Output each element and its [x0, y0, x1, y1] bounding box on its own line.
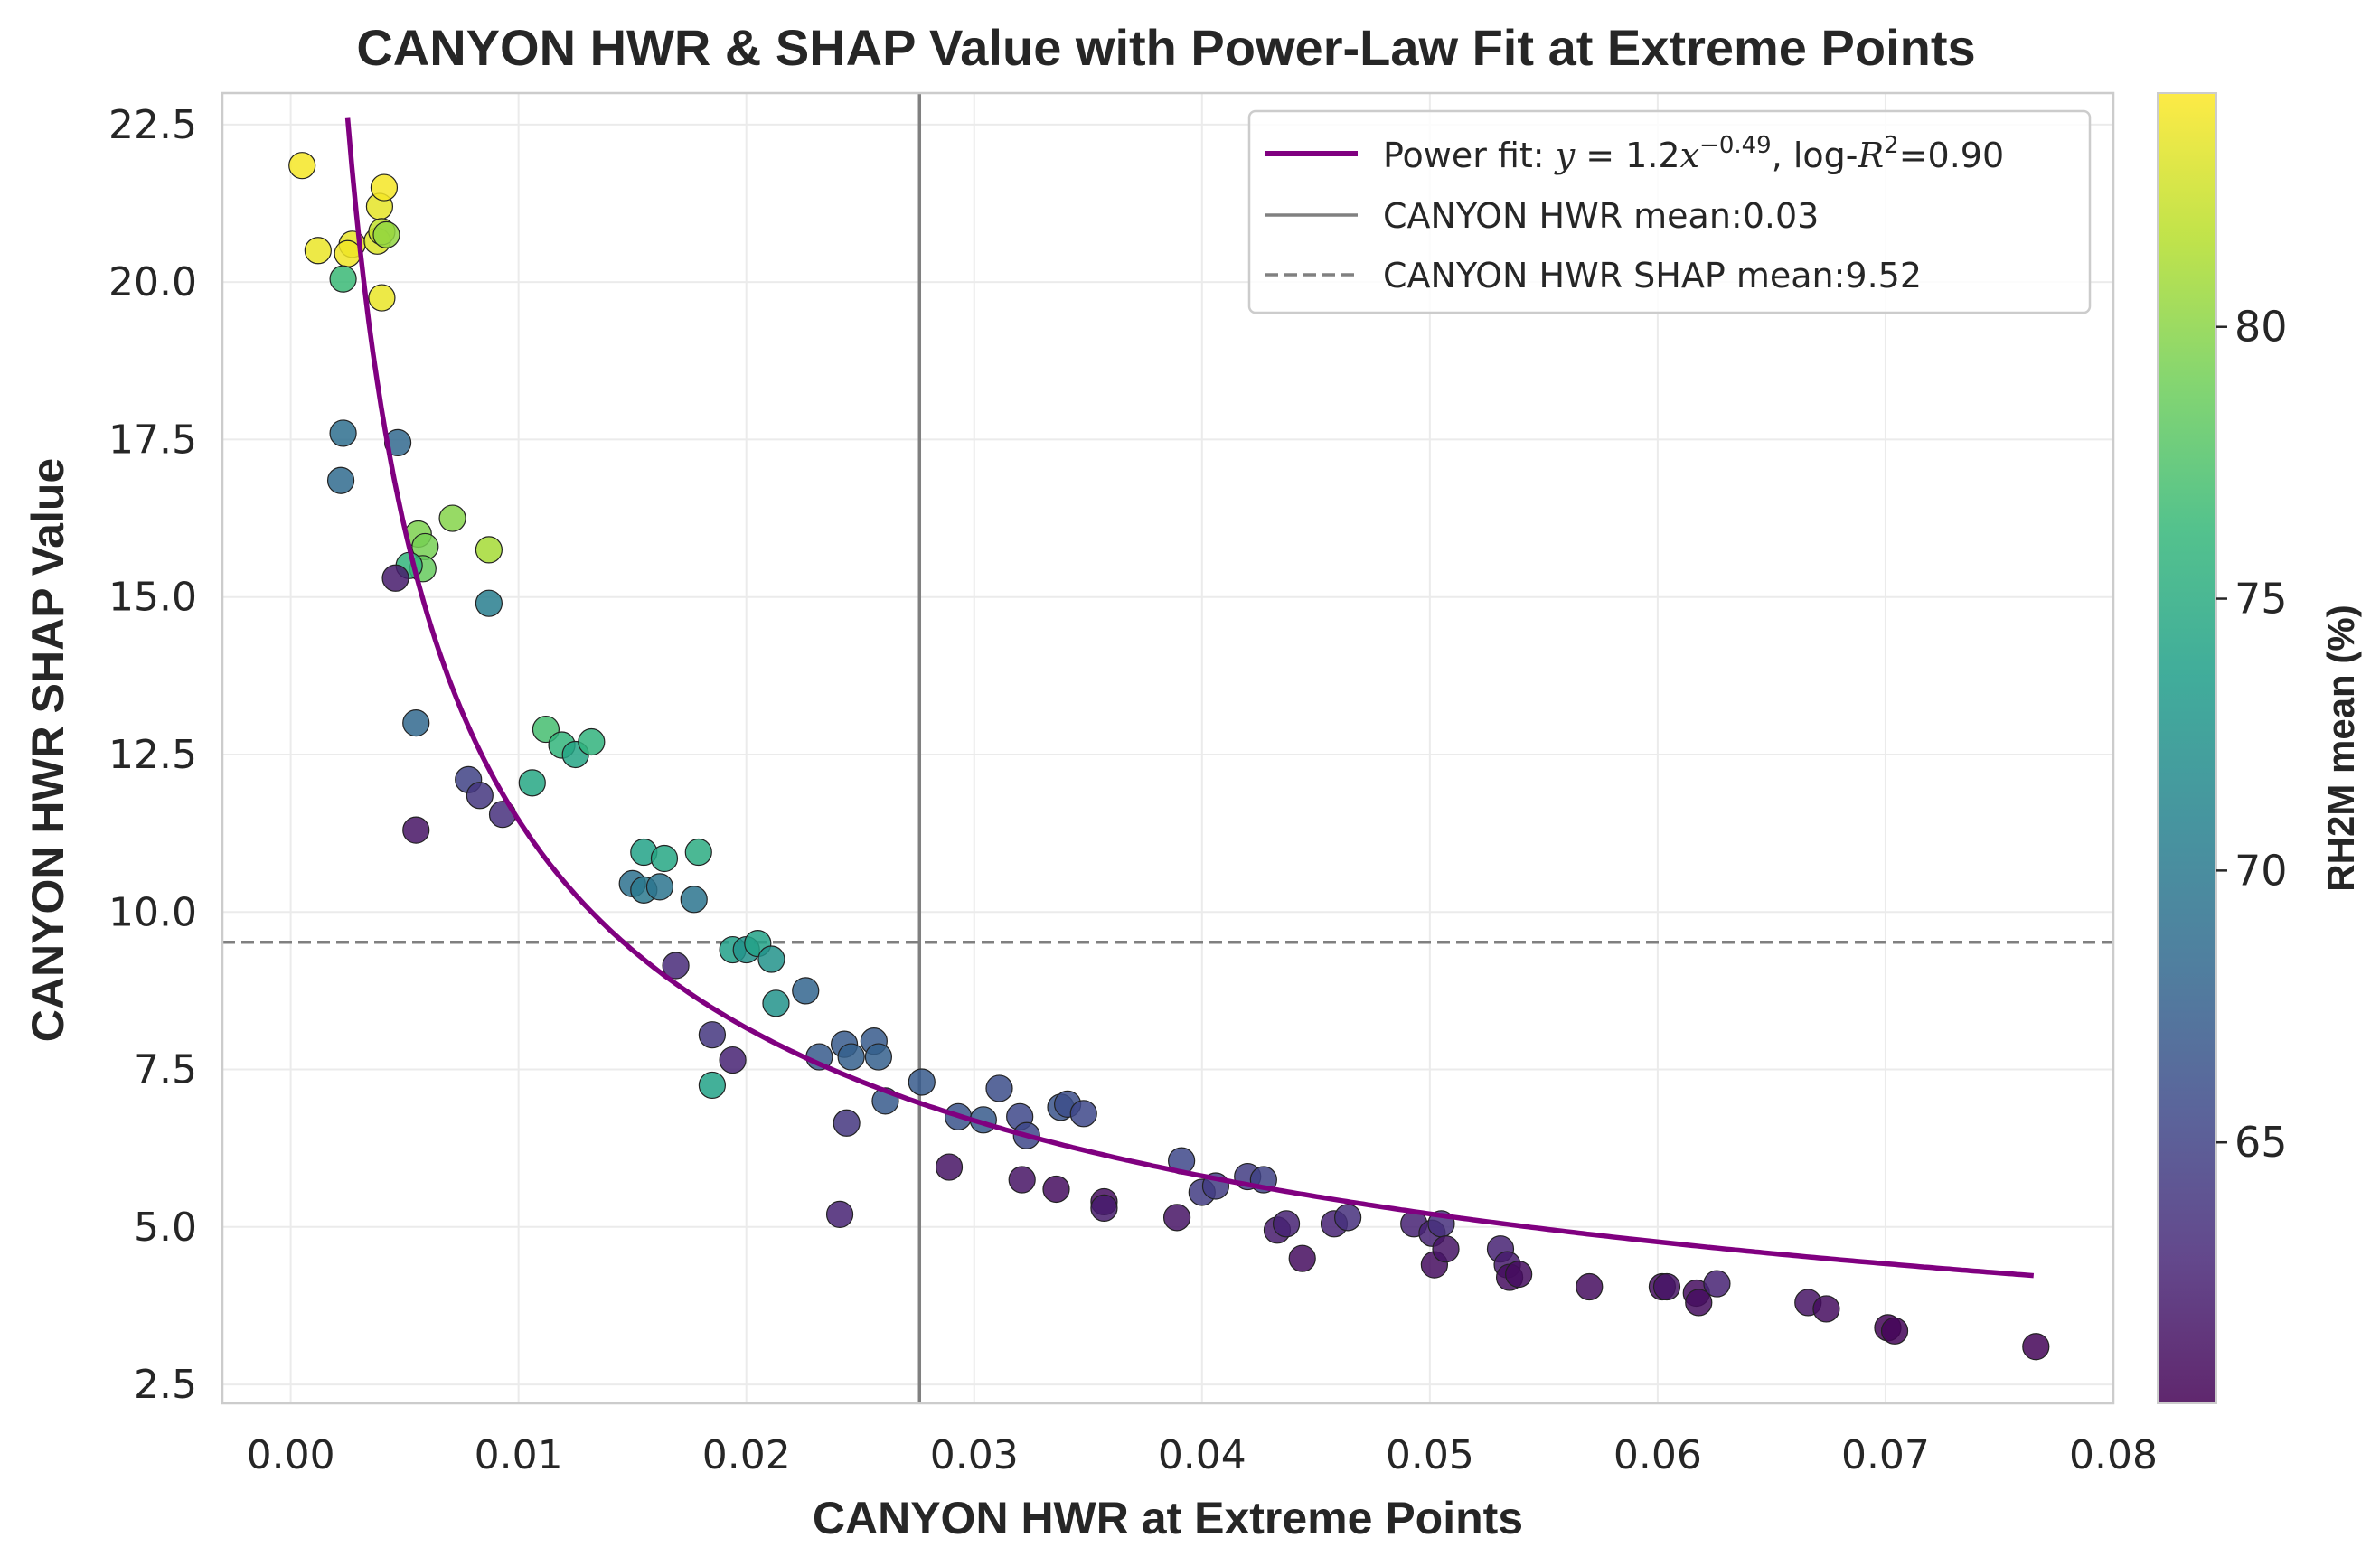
y-tick-label: 20.0 — [108, 259, 197, 305]
x-tick-label: 0.08 — [2069, 1432, 2158, 1478]
data-point — [1008, 1166, 1036, 1194]
y-tick-label: 7.5 — [134, 1047, 197, 1093]
data-point — [402, 709, 430, 737]
scatter-points — [288, 152, 2050, 1361]
legend: Power fit: y = 1.2x−0.49, log-R2=0.90 CA… — [1247, 109, 2092, 314]
colorbar-tick-label: 75 — [2234, 575, 2288, 624]
x-tick-label: 0.05 — [1386, 1432, 1474, 1478]
y-tick-label: 5.0 — [134, 1205, 197, 1251]
data-point — [1432, 1235, 1460, 1263]
data-point — [762, 989, 790, 1017]
colorbar-tick-label: 70 — [2234, 846, 2288, 895]
y-tick-label: 12.5 — [108, 732, 197, 778]
data-point — [792, 977, 820, 1005]
data-point — [833, 1109, 861, 1137]
colorbar: 65 70 75 80 RH2M mean (%) — [2157, 92, 2362, 1404]
colorbar-fill — [2158, 93, 2216, 1403]
y-tick-label: 2.5 — [134, 1362, 197, 1408]
plot-frame — [221, 91, 2115, 1405]
data-point — [1162, 1204, 1191, 1232]
data-point — [288, 152, 316, 180]
data-point — [1272, 1210, 1301, 1238]
data-point — [329, 419, 357, 447]
x-tick-label: 0.07 — [1841, 1432, 1930, 1478]
data-point — [650, 844, 679, 873]
data-point — [985, 1074, 1013, 1102]
data-point — [326, 466, 355, 494]
y-tick-label: 22.5 — [108, 102, 197, 148]
colorbar-ticks: 65 70 75 80 — [2216, 303, 2288, 1167]
x-tick-label: 0.00 — [247, 1432, 335, 1478]
data-point — [1812, 1295, 1840, 1323]
data-point — [680, 886, 708, 914]
data-point — [864, 1043, 892, 1071]
data-point — [908, 1068, 936, 1096]
data-point — [719, 1046, 747, 1074]
data-point — [466, 782, 494, 810]
colorbar-tick-label: 65 — [2234, 1118, 2288, 1167]
colorbar-label: RH2M mean (%) — [2319, 605, 2362, 891]
data-point — [825, 1200, 854, 1228]
data-point — [837, 1043, 865, 1071]
data-point — [645, 873, 674, 901]
data-point — [475, 589, 503, 617]
x-axis-label: CANYON HWR at Extreme Points — [813, 1493, 1523, 1543]
x-tick-label: 0.01 — [475, 1432, 563, 1478]
data-point — [2022, 1333, 2050, 1361]
x-tick-label: 0.02 — [702, 1432, 791, 1478]
data-point — [1576, 1272, 1604, 1301]
y-tick-label: 17.5 — [108, 417, 197, 463]
y-tick-label: 15.0 — [108, 575, 197, 621]
data-point — [334, 239, 362, 267]
data-point — [1880, 1317, 1909, 1345]
x-tick-label: 0.03 — [930, 1432, 1019, 1478]
data-point — [935, 1153, 964, 1181]
legend-xmean-label: CANYON HWR mean:0.03 — [1383, 196, 1819, 236]
power-fit-curve — [344, 117, 2035, 1279]
x-axis-ticks: 0.00 0.01 0.02 0.03 0.04 0.05 0.06 0.07 0.08 — [247, 1432, 2158, 1478]
data-point — [1703, 1270, 1731, 1298]
x-tick-label: 0.04 — [1158, 1432, 1246, 1478]
legend-box — [1247, 109, 2092, 314]
data-point — [1334, 1204, 1362, 1232]
data-point — [304, 237, 332, 265]
mean-lines — [222, 93, 2113, 1403]
x-tick-label: 0.06 — [1613, 1432, 1702, 1478]
chart-title: CANYON HWR & SHAP Value with Power-Law F… — [356, 19, 1975, 76]
data-point — [370, 173, 399, 202]
data-point — [438, 504, 466, 532]
data-point — [475, 536, 503, 564]
data-point — [368, 284, 396, 312]
colorbar-frame — [2157, 92, 2217, 1404]
data-point — [383, 428, 412, 456]
data-point — [662, 952, 690, 980]
data-point — [698, 1021, 727, 1049]
y-axis-ticks: 2.5 5.0 7.5 10.0 12.5 15.0 17.5 20.0 22.5 — [108, 102, 197, 1408]
data-point — [1652, 1272, 1681, 1301]
y-axis-label: CANYON HWR SHAP Value — [23, 458, 73, 1042]
data-point — [1069, 1100, 1097, 1128]
data-point — [1505, 1260, 1533, 1289]
data-point — [578, 727, 606, 756]
data-point — [518, 769, 546, 797]
data-point — [1042, 1175, 1070, 1204]
data-point — [381, 564, 409, 592]
data-point — [329, 265, 357, 293]
data-point — [1090, 1194, 1118, 1222]
data-point — [402, 816, 430, 844]
legend-ymean-label: CANYON HWR SHAP mean:9.52 — [1383, 256, 1922, 295]
legend-fit-label: Power fit: y = 1.2x−0.49, log-R2=0.90 — [1383, 132, 2004, 175]
data-point — [1685, 1289, 1713, 1317]
data-point — [757, 945, 785, 973]
colorbar-tick-label: 80 — [2234, 303, 2288, 352]
data-point — [684, 838, 712, 867]
y-tick-label: 10.0 — [108, 889, 197, 935]
data-point — [1288, 1244, 1316, 1272]
data-point — [372, 220, 400, 248]
data-point — [698, 1071, 727, 1100]
